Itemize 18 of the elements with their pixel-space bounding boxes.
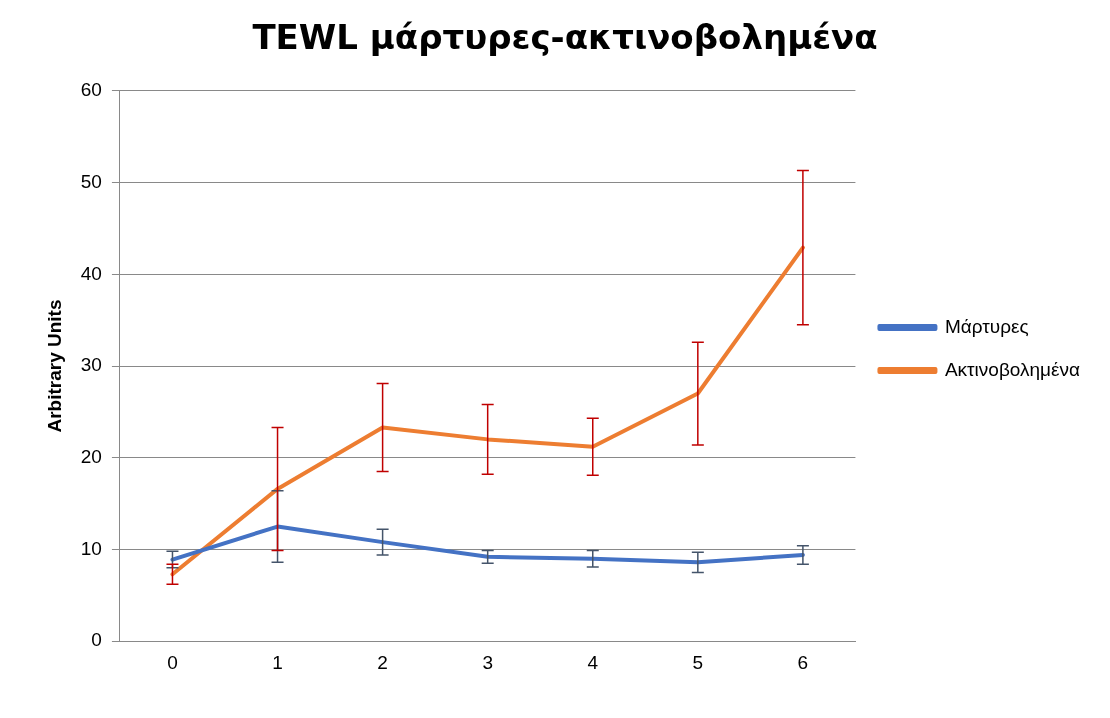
y-tick-label: 0 [91, 629, 102, 651]
x-tick-label: 0 [167, 651, 178, 673]
legend-label: Μάρτυρες [944, 315, 1029, 337]
y-tick-label: 30 [80, 354, 102, 376]
x-tick-label: 2 [377, 651, 388, 673]
x-tick-label: 6 [797, 651, 809, 673]
y-tick-label: 50 [80, 170, 102, 192]
x-tick-label: 5 [692, 651, 704, 673]
y-axis-title: Arbitrary Units [43, 299, 65, 433]
legend-label: Ακτινοβολημένα [944, 358, 1081, 380]
x-tick-label: 3 [482, 651, 493, 673]
y-tick-label: 20 [80, 445, 102, 467]
y-tick-label: 10 [80, 537, 102, 559]
y-tick-label: 40 [80, 262, 102, 284]
x-tick-label: 4 [587, 651, 599, 673]
chart-title: TEWL μάρτυρες-ακτινοβολημένα [252, 17, 878, 58]
x-tick-label: 1 [272, 651, 283, 673]
y-tick-label: 60 [80, 79, 102, 101]
